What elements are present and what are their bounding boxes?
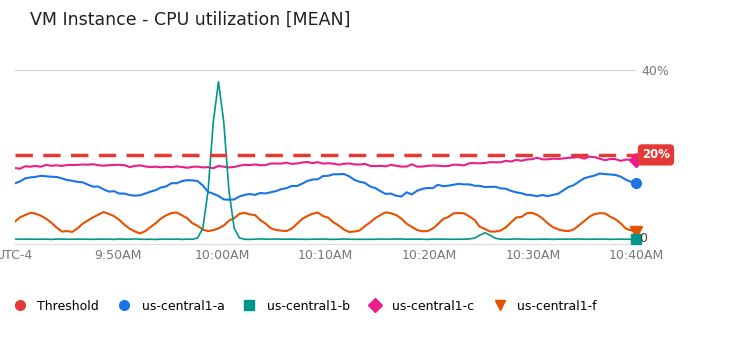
Text: VM Instance - CPU utilization [MEAN]: VM Instance - CPU utilization [MEAN] <box>30 10 350 29</box>
Text: 20%: 20% <box>642 148 670 162</box>
Text: 0: 0 <box>636 232 648 245</box>
Legend: Threshold, us-central1-a, us-central1-b, us-central1-c, us-central1-f: Threshold, us-central1-a, us-central1-b,… <box>2 295 602 318</box>
